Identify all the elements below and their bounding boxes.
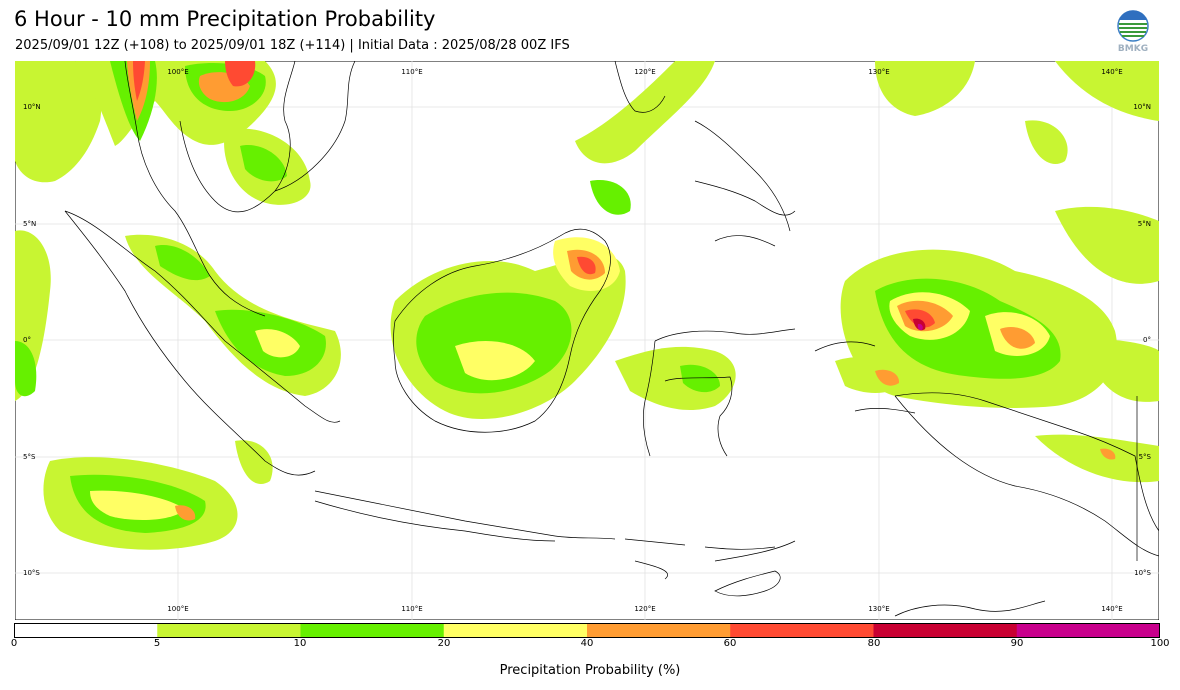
colorbar: [14, 623, 1160, 638]
colorbar-tick-20: 20: [437, 638, 451, 649]
longitude-labels: 100°E 110°E 120°E 130°E 140°E 100°E 110°…: [167, 68, 1122, 613]
lat-label-left-10n: 10°N: [23, 103, 41, 111]
colorbar-ticks: 0 5 10 20 40 60 80 90 100: [0, 638, 1180, 658]
colorbar-tick-80: 80: [867, 638, 881, 649]
precipitation-map: 10°N 5°N 0° 5°S 10°S 10°N 5°N 0° 5°S 10°…: [15, 61, 1159, 620]
precipitation-areas: [15, 61, 1159, 550]
precip-area-halmahera-core: [875, 369, 900, 386]
colorbar-segment-90-100: [1016, 623, 1160, 638]
precip-area-pacific-east: [1055, 206, 1159, 284]
lon-label-bottom-120e: 120°E: [634, 605, 655, 613]
precip-area-pacific-northeast: [1055, 61, 1159, 121]
colorbar-tick-10: 10: [293, 638, 307, 649]
precip-area-gulf-thailand-core: [240, 145, 287, 182]
colorbar-segment-0-5: [14, 623, 158, 638]
lon-label-top-140e: 140°E: [1101, 68, 1122, 76]
precip-area-sabah-peak: [577, 256, 596, 275]
logo-text: BMKG: [1117, 44, 1149, 54]
colorbar-frame: [14, 623, 1160, 638]
colorbar-tick-0: 0: [10, 638, 18, 649]
precip-area-malaysia: [155, 245, 210, 281]
lat-label-left-5s: 5°S: [23, 453, 36, 461]
precip-area-pacific-mid: [1025, 120, 1068, 165]
precip-area-sulawesi: [615, 346, 736, 411]
precip-area-papua-east-orange: [1000, 326, 1035, 349]
precip-area-papua-peak: [917, 323, 923, 331]
bmkg-logo-icon: [1117, 10, 1149, 42]
chart-title: 6 Hour - 10 mm Precipitation Probability: [14, 7, 436, 31]
colorbar-tick-90: 90: [1010, 638, 1024, 649]
lat-label-right-5s: 5°S: [1139, 453, 1152, 461]
lon-label-bottom-110e: 110°E: [401, 605, 422, 613]
precip-area-indian-ocean-south-core: [90, 490, 185, 521]
lat-label-left-0: 0°: [23, 336, 31, 344]
precip-area-arafura: [1035, 434, 1159, 483]
lon-label-bottom-140e: 140°E: [1101, 605, 1122, 613]
latitude-labels: 10°N 5°N 0° 5°S 10°S 10°N 5°N 0° 5°S 10°…: [23, 103, 1152, 577]
colorbar-segment-80-90: [873, 623, 1018, 638]
precip-area-arafura-peak: [1100, 448, 1116, 460]
precip-area-borneo-core: [455, 341, 535, 381]
precip-area-east-edge: [1085, 339, 1159, 402]
colorbar-tick-100: 100: [1150, 638, 1170, 649]
precip-area-indian-ocean-north-core: [15, 341, 37, 397]
colorbar-tick-5: 5: [153, 638, 161, 649]
lat-label-right-10s: 10°S: [1134, 569, 1151, 577]
lat-label-right-0: 0°: [1143, 336, 1151, 344]
lon-label-top-130e: 130°E: [868, 68, 889, 76]
precip-area-palawan: [590, 180, 631, 215]
precip-area-central-sumatra-core: [255, 329, 300, 358]
colorbar-segment-40-60: [587, 623, 731, 638]
colorbar-label: Precipitation Probability (%): [499, 663, 681, 678]
precip-area-cambodia-peak: [225, 61, 256, 87]
lat-label-left-10s: 10°S: [23, 569, 40, 577]
colorbar-segment-60-80: [730, 623, 874, 638]
precip-area-sulawesi-core: [680, 364, 720, 393]
colorbar-tick-40: 40: [580, 638, 594, 649]
coastlines: [64, 61, 1159, 617]
lat-label-left-5n: 5°N: [23, 220, 36, 228]
precip-area-pacific-north: [875, 61, 975, 116]
colorbar-segments: [14, 623, 1160, 638]
lon-label-bottom-100e: 100°E: [167, 605, 188, 613]
colorbar-segment-10-20: [300, 623, 445, 638]
colorbar-segment-5-10: [157, 623, 301, 638]
map-svg: 10°N 5°N 0° 5°S 10°S 10°N 5°N 0° 5°S 10°…: [15, 61, 1159, 620]
lat-label-right-10n: 10°N: [1133, 103, 1151, 111]
precip-area-papua-red: [905, 309, 935, 328]
colorbar-tick-60: 60: [723, 638, 737, 649]
bmkg-logo: BMKG: [1113, 10, 1153, 56]
lon-label-top-100e: 100°E: [167, 68, 188, 76]
lon-label-top-120e: 120°E: [634, 68, 655, 76]
precip-area-myanmar-peak: [133, 61, 145, 101]
colorbar-segment-20-40: [443, 623, 588, 638]
lon-label-bottom-130e: 130°E: [868, 605, 889, 613]
lat-label-right-5n: 5°N: [1138, 220, 1151, 228]
precip-area-south-sumatra: [235, 440, 273, 485]
precip-area-indian-ocean-south-peak: [175, 505, 196, 521]
chart-subtitle: 2025/09/01 12Z (+108) to 2025/09/01 18Z …: [15, 38, 570, 53]
lon-label-top-110e: 110°E: [401, 68, 422, 76]
precip-area-indochina-west: [15, 61, 102, 183]
